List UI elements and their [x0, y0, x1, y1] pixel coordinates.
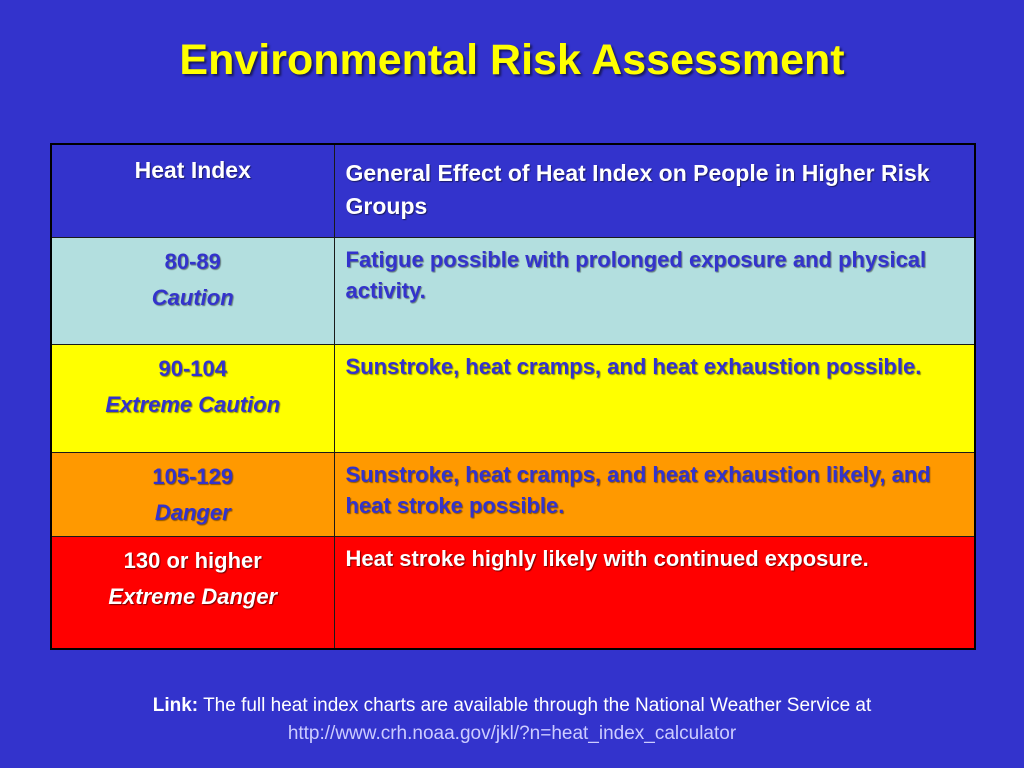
link-label: Link: [152, 695, 199, 716]
table-row: 105-129 Danger Sunstroke, heat cramps, a… [50, 451, 976, 537]
noaa-link[interactable]: http://www.crh.noaa.gov/jkl/?n=heat_inde… [287, 723, 737, 744]
effect-column-header: General Effect of Heat Index on People i… [333, 143, 976, 238]
heat-index-range: 105-129 [152, 463, 234, 489]
table-header-row: Heat Index General Effect of Heat Index … [50, 143, 976, 238]
heat-index-cell: 105-129 Danger [50, 451, 335, 537]
heat-index-range: 80-89 [164, 248, 221, 274]
effect-cell: Sunstroke, heat cramps, and heat exhaust… [333, 343, 976, 453]
table-row: 130 or higher Extreme Danger Heat stroke… [50, 535, 976, 650]
footer-text-line: Link: The full heat index charts are ava… [0, 692, 1024, 720]
heat-index-range: 130 or higher [123, 547, 262, 573]
heat-index-cell: 90-104 Extreme Caution [50, 343, 335, 453]
effect-cell: Fatigue possible with prolonged exposure… [333, 236, 976, 345]
footer-text: The full heat index charts are available… [203, 695, 872, 716]
page-title: Environmental Risk Assessment [179, 36, 845, 84]
risk-level: Danger [154, 499, 231, 525]
heat-index-table: Heat Index General Effect of Heat Index … [50, 143, 976, 650]
effect-cell: Heat stroke highly likely with continued… [333, 535, 976, 650]
heat-index-range: 90-104 [158, 355, 227, 381]
risk-level: Extreme Caution [105, 391, 281, 417]
risk-level: Caution [151, 284, 234, 310]
footer-note: Link: The full heat index charts are ava… [0, 692, 1024, 748]
heat-index-column-header: Heat Index [50, 143, 335, 238]
effect-cell: Sunstroke, heat cramps, and heat exhaust… [333, 451, 976, 537]
heat-index-cell: 130 or higher Extreme Danger [50, 535, 335, 650]
table-row: 90-104 Extreme Caution Sunstroke, heat c… [50, 343, 976, 453]
table-row: 80-89 Caution Fatigue possible with prol… [50, 236, 976, 345]
heat-index-cell: 80-89 Caution [50, 236, 335, 345]
risk-level: Extreme Danger [108, 583, 278, 609]
